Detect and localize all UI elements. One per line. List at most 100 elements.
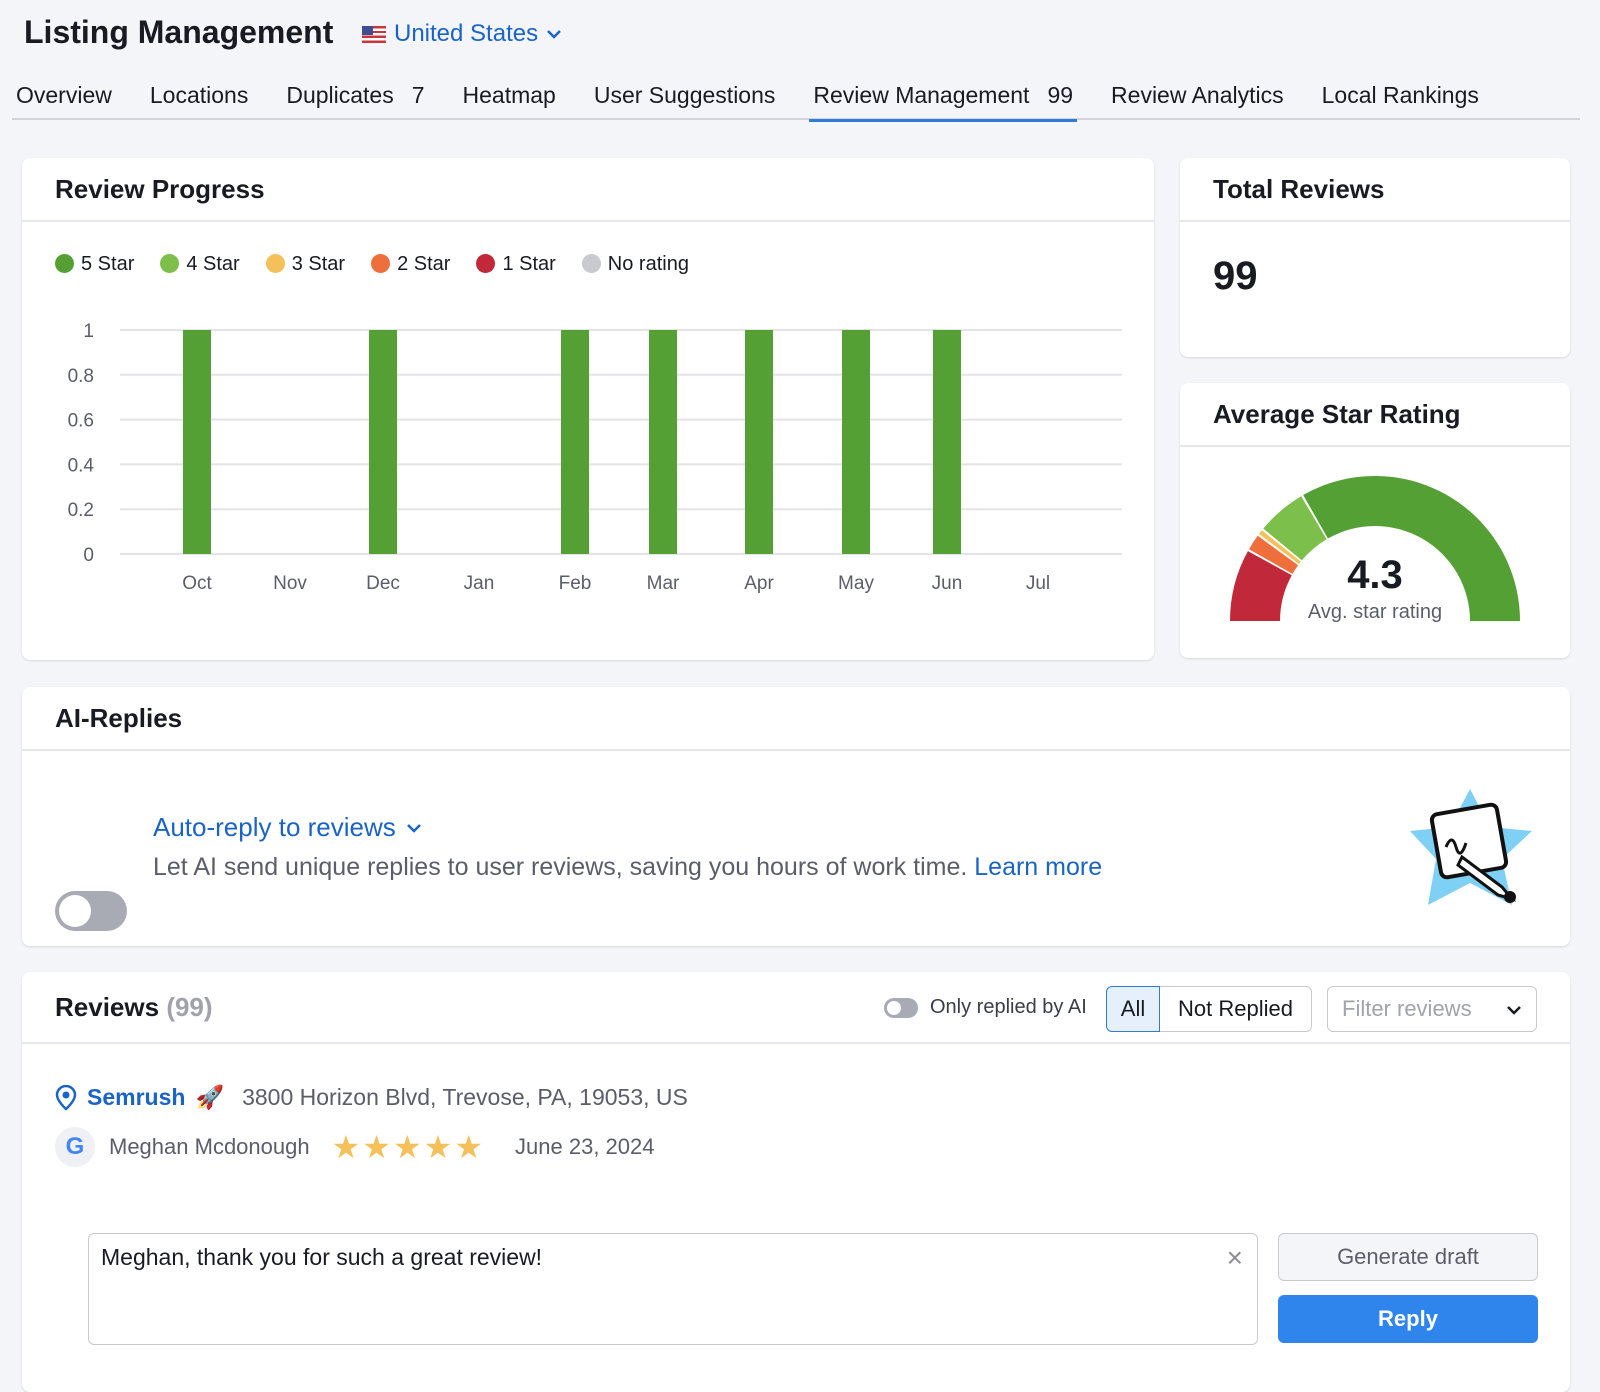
chevron-down-icon <box>406 823 421 833</box>
legend-item[interactable]: 3 Star <box>265 253 346 276</box>
ai-writing-illustration <box>1410 789 1532 905</box>
y-tick-label: 1 <box>83 321 94 342</box>
card-title: Reviews <box>55 992 160 1022</box>
us-flag-icon <box>362 25 386 43</box>
star-rating: ★★★★★ <box>331 1129 486 1165</box>
auto-reply-label: Auto-reply to reviews <box>153 812 396 842</box>
auto-reply-toggle[interactable] <box>55 891 127 931</box>
only-ai-label: Only replied by AI <box>930 996 1087 1018</box>
legend-item[interactable]: 5 Star <box>55 253 134 276</box>
learn-more-link[interactable]: Learn more <box>974 853 1103 881</box>
legend-item[interactable]: 4 Star <box>160 253 240 276</box>
chart-legend: 5 Star 4 Star 3 Star 2 Star 1 Star No rating <box>55 253 689 276</box>
legend-dot <box>581 254 601 273</box>
business-address: 3800 Horizon Blvd, Trevose, PA, 19053, U… <box>242 1084 688 1110</box>
reviews-count: (99) <box>166 992 213 1022</box>
reply-textarea[interactable]: Meghan, thank you for such a great revie… <box>88 1233 1258 1345</box>
location-pin-icon <box>55 1084 77 1111</box>
reply-button[interactable]: Reply <box>1278 1295 1538 1343</box>
chevron-down-icon <box>547 30 561 39</box>
auto-reply-dropdown[interactable]: Auto-reply to reviews <box>153 812 422 843</box>
tab-label: Review Management <box>813 82 1030 108</box>
legend-label: 1 Star <box>502 253 556 275</box>
x-tick-label: Apr <box>744 573 774 594</box>
filter-reviews-select[interactable]: Filter reviews <box>1327 986 1537 1032</box>
y-tick-label: 0.2 <box>68 500 94 521</box>
tab-locations[interactable]: Locations <box>146 78 252 120</box>
card-title: Total Reviews <box>1180 158 1570 222</box>
tab-review-analytics[interactable]: Review Analytics <box>1107 78 1288 120</box>
card-title: Average Star Rating <box>1180 383 1570 447</box>
tab-local-rankings[interactable]: Local Rankings <box>1318 78 1483 120</box>
card-title: AI-Replies <box>22 687 1570 751</box>
review-progress-card: Review Progress 5 Star 4 Star 3 Star 2 Star… <box>22 158 1154 660</box>
bar-apr <box>745 330 773 554</box>
x-tick-label: Oct <box>182 573 212 594</box>
tab-label: Local Rankings <box>1321 82 1479 108</box>
average-rating-card: Average Star Rating 4.3 Avg. star rating <box>1180 383 1570 658</box>
bar-jun <box>933 330 961 554</box>
review-author: Meghan Mcdonough <box>109 1134 310 1159</box>
tab-label: User Suggestions <box>593 82 776 108</box>
clear-icon[interactable]: × <box>1226 1242 1243 1273</box>
y-tick-label: 0 <box>83 545 94 566</box>
y-tick-label: 0.4 <box>68 455 95 476</box>
tab-user-suggestions[interactable]: User Suggestions <box>590 78 780 120</box>
google-icon: G <box>55 1127 95 1167</box>
legend-dot <box>371 254 391 273</box>
tab-label: Heatmap <box>462 82 556 108</box>
filter-not-replied-button[interactable]: Not Replied <box>1160 986 1312 1032</box>
tab-label: Locations <box>149 82 249 108</box>
x-tick-label: Mar <box>647 573 680 594</box>
legend-label: 4 Star <box>186 253 240 275</box>
country-selector[interactable]: United States <box>362 20 562 48</box>
tab-bar: Overview Locations Duplicates 7 Heatmap User … <box>12 78 1580 122</box>
x-tick-label: Nov <box>273 573 307 594</box>
legend-dot <box>476 254 496 273</box>
chevron-down-icon <box>1507 1006 1521 1015</box>
legend-item[interactable]: 2 Star <box>371 253 450 276</box>
tab-overview[interactable]: Overview <box>12 78 116 120</box>
reviews-card: Reviews (99) Only replied by AI All Not … <box>22 972 1570 1392</box>
avg-rating-label: Avg. star rating <box>1307 601 1443 623</box>
bar-chart: 1 0.8 0.6 0.4 0.2 0 Oct Nov Dec Jan Feb Mar Apr May Ju… <box>68 321 1122 594</box>
only-ai-toggle[interactable] <box>884 998 918 1018</box>
generate-draft-button[interactable]: Generate draft <box>1278 1233 1538 1281</box>
bar-oct <box>183 330 211 554</box>
x-tick-label: May <box>838 573 874 594</box>
x-tick-label: Jun <box>932 573 963 594</box>
tab-heatmap[interactable]: Heatmap <box>459 78 560 120</box>
x-tick-label: Jul <box>1026 573 1050 594</box>
legend-label: 5 Star <box>81 253 135 275</box>
x-tick-label: Jan <box>464 573 495 594</box>
total-reviews-card: Total Reviews 99 <box>1180 158 1570 357</box>
y-tick-label: 0.8 <box>68 366 94 387</box>
bar-mar <box>649 330 677 554</box>
bar-may <box>842 330 870 554</box>
rating-gauge <box>1230 475 1520 621</box>
filter-placeholder: Filter reviews <box>1342 996 1472 1021</box>
business-name-link[interactable]: Semrush <box>87 1084 186 1110</box>
legend-label: 2 Star <box>397 253 451 275</box>
reviews-header: Reviews (99) <box>22 972 1570 1044</box>
legend-label: 3 Star <box>291 253 346 275</box>
legend-item[interactable]: No rating <box>581 253 689 276</box>
x-tick-label: Dec <box>366 573 400 594</box>
legend-item[interactable]: 1 Star <box>476 253 556 276</box>
total-reviews-value: 99 <box>1213 254 1258 298</box>
legend-dot <box>160 254 180 273</box>
filter-all-button[interactable]: All <box>1106 986 1160 1032</box>
avg-rating-value: 4.3 <box>1347 553 1403 597</box>
tab-duplicates[interactable]: Duplicates 7 <box>282 78 428 120</box>
review-date: June 23, 2024 <box>515 1134 655 1159</box>
gauge-3-star-segment <box>1259 530 1301 564</box>
legend-dot <box>55 254 74 273</box>
tab-label: Overview <box>16 82 112 108</box>
bar-feb <box>561 330 589 554</box>
reply-text: Meghan, thank you for such a great revie… <box>101 1244 543 1270</box>
y-tick-label: 0.6 <box>68 411 94 432</box>
tab-label: Review Analytics <box>1111 82 1284 108</box>
tab-count-badge: 99 <box>1047 82 1074 108</box>
gauge-2-star-segment <box>1249 535 1299 574</box>
tab-review-management[interactable]: Review Management 99 <box>809 78 1077 122</box>
